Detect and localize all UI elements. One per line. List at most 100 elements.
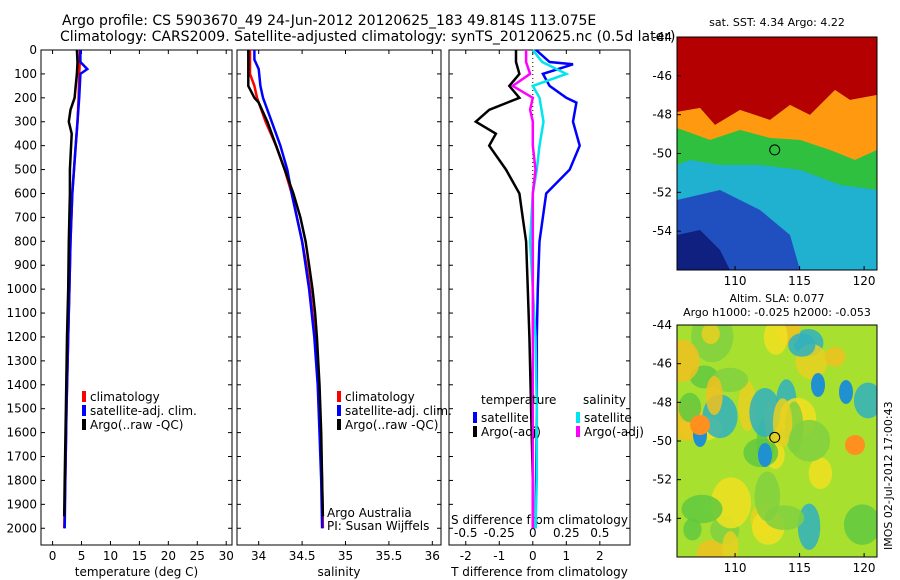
sla-texture — [797, 503, 821, 551]
x-tick-label: 35.5 — [376, 549, 403, 563]
sla-map-subtitle: Argo h1000: -0.025 h2000: -0.053 — [683, 306, 871, 319]
annotation-text: Argo Australia — [327, 506, 412, 520]
map-y-tick-label: -46 — [652, 357, 672, 371]
salinity-frame — [236, 49, 442, 546]
legend-swatch — [337, 391, 341, 402]
x-tick-label: 0 — [49, 549, 57, 563]
map-y-tick-label: -44 — [652, 318, 672, 332]
differences-frame — [448, 49, 631, 546]
map-x-tick-label: 110 — [724, 274, 747, 288]
y-tick-label: 1500 — [6, 402, 37, 416]
legend-label: Argo(-adj) — [584, 425, 644, 439]
legend-swatch — [576, 412, 580, 423]
sla-texture — [763, 325, 788, 355]
sla-texture — [824, 346, 846, 367]
map-y-tick-label: -50 — [652, 434, 672, 448]
x-axis-label: T difference from climatology — [450, 565, 628, 579]
y-tick-label: 1100 — [6, 306, 37, 320]
legend-label: Argo(..raw -QC) — [345, 418, 438, 432]
legend-label: Argo(..raw -QC) — [90, 418, 183, 432]
y-tick-label: 1600 — [6, 426, 37, 440]
sst-argo-marker — [769, 144, 781, 156]
x-tick-label: 15 — [132, 549, 147, 563]
top-x-tick-label: 0.5 — [590, 526, 609, 540]
legend-label: climatology — [345, 390, 415, 404]
map-y-tick-label: -48 — [652, 395, 672, 409]
sst-orange-band — [677, 90, 877, 160]
legend-swatch — [82, 391, 86, 402]
sla-texture — [696, 539, 726, 557]
top-x-tick-label: -0.25 — [484, 526, 515, 540]
sla-texture — [749, 388, 781, 438]
sla-texture — [788, 419, 831, 462]
y-tick-label: 400 — [14, 139, 37, 153]
legend-swatch — [337, 405, 341, 416]
top-x-tick-label: -0.5 — [454, 526, 477, 540]
x-tick-label: 34 — [251, 549, 266, 563]
sla-texture — [683, 518, 702, 541]
legend-swatch — [337, 419, 341, 430]
x-tick-label: 10 — [103, 549, 118, 563]
x-tick-label: 5 — [78, 549, 86, 563]
map-y-tick-label: -54 — [652, 511, 672, 525]
sla-map-title: Altim. SLA: 0.077 — [729, 292, 824, 305]
legend-label: climatology — [90, 390, 160, 404]
annotation-text: PI: Susan Wijffels — [327, 519, 429, 533]
difference-panel: -2 -1 0 1 2 T difference from climatology -0.5… — [448, 49, 644, 579]
y-tick-label: 900 — [14, 258, 37, 272]
sst-coldest — [677, 230, 730, 270]
series-line-satellite — [534, 49, 582, 529]
x-tick-label: 1 — [562, 549, 570, 563]
map-x-tick-label: 110 — [724, 561, 747, 575]
series-line-satellite — [528, 49, 570, 529]
map-y-tick-label: -44 — [652, 30, 672, 44]
sst-map-title: sat. SST: 4.34 Argo: 4.22 — [709, 16, 845, 29]
sla-argo-marker — [769, 431, 781, 443]
legend-label: satellite-adj. clim. — [345, 404, 452, 418]
x-tick-label: -2 — [460, 549, 472, 563]
sla-high-anomaly — [690, 415, 710, 435]
y-tick-label: 1000 — [6, 282, 37, 296]
legend-swatch — [473, 426, 477, 437]
y-tick-label: 1300 — [6, 354, 37, 368]
sla-low-anomaly — [758, 443, 772, 467]
sla-texture — [843, 504, 877, 545]
series-line-argorawqc — [247, 50, 325, 517]
legend-label: satellite-adj. clim. — [90, 404, 197, 418]
y-tick-label: 200 — [14, 91, 37, 105]
sst-green-band — [677, 128, 877, 190]
sla-texture — [722, 531, 739, 557]
x-tick-label: 36 — [425, 549, 440, 563]
legend-swatch — [82, 419, 86, 430]
map-y-tick-label: -50 — [652, 147, 672, 161]
map-x-tick-label: 115 — [788, 274, 811, 288]
sla-high-anomaly — [845, 435, 865, 455]
legend-label: satellite — [481, 411, 529, 425]
legend-label: satellite — [584, 411, 632, 425]
x-tick-label: 35 — [338, 549, 353, 563]
salinity-panel: 34 34.5 35 35.5 36 salinity climatologysatelli… — [236, 49, 452, 579]
x-axis-label: temperature (deg C) — [75, 565, 198, 579]
y-tick-label: 1200 — [6, 330, 37, 344]
sst-warm-front — [677, 37, 877, 125]
sla-texture — [711, 477, 752, 529]
y-tick-label: 1900 — [6, 497, 37, 511]
legend-header-salinity: salinity — [583, 393, 626, 407]
y-tick-label: 600 — [14, 186, 37, 200]
y-tick-label: 100 — [14, 67, 37, 81]
legend-label: Argo(-adj) — [481, 425, 541, 439]
sla-texture — [754, 471, 781, 522]
map-y-tick-label: -52 — [652, 473, 672, 487]
y-tick-label: 2000 — [6, 521, 37, 535]
y-tick-label: 700 — [14, 210, 37, 224]
sla-texture — [772, 398, 793, 448]
sla-texture — [808, 457, 833, 490]
title-line1: Argo profile: CS 5903670_49 24-Jun-2012 … — [62, 13, 596, 29]
y-tick-label: 300 — [14, 115, 37, 129]
top-x-tick-label: 0.25 — [553, 526, 580, 540]
legend-header-temperature: temperature — [481, 393, 556, 407]
x-tick-label: 25 — [190, 549, 205, 563]
map-y-tick-label: -54 — [652, 224, 672, 238]
top-x-tick-label: 0 — [529, 526, 537, 540]
map-y-tick-label: -46 — [652, 69, 672, 83]
